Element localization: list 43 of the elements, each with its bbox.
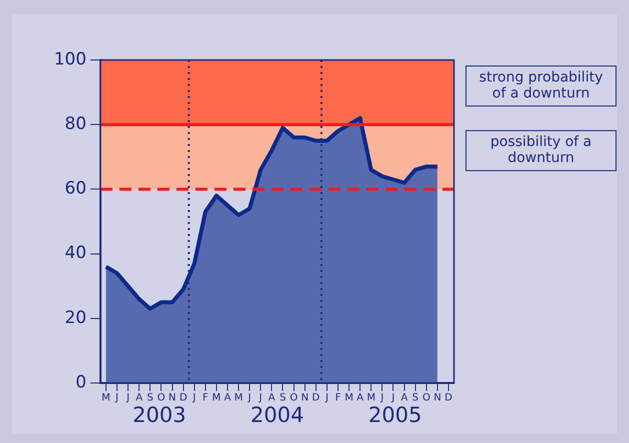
- x-tick-label: S: [146, 392, 154, 404]
- text: 2005: [368, 403, 422, 427]
- x-tick-label: D: [444, 392, 453, 404]
- x-tick-label: O: [290, 392, 298, 404]
- text: 2003: [132, 403, 186, 427]
- x-tick-label: S: [412, 392, 419, 404]
- x-tick-label: A: [136, 392, 143, 404]
- x-tick-label: S: [280, 392, 286, 404]
- y-tick-label: 100: [54, 49, 86, 70]
- y-tick-label: 40: [64, 243, 86, 264]
- x-tick-label: M: [234, 392, 243, 404]
- x-tick-label: A: [356, 392, 364, 404]
- x-tick-label: M: [212, 392, 221, 404]
- x-tick-label: J: [390, 392, 395, 404]
- x-tick-label: J: [192, 392, 196, 404]
- x-tick-label: M: [366, 392, 376, 404]
- x-tick-label: O: [422, 392, 430, 404]
- x-tick-label: M: [344, 392, 354, 404]
- x-tick-label: F: [202, 392, 209, 404]
- x-tick-label: N: [301, 392, 309, 404]
- x-tick-label: A: [268, 392, 276, 404]
- text: 2004: [250, 403, 304, 427]
- x-tick-label: M: [102, 392, 110, 404]
- x-tick-label: J: [247, 392, 252, 404]
- band-label: strong probability of a downturn: [479, 70, 603, 102]
- x-tick-label: J: [258, 392, 262, 404]
- x-tick-label: D: [179, 392, 188, 404]
- x-tick-label: A: [400, 392, 408, 404]
- y-tick-label: 60: [64, 178, 86, 199]
- y-tick-label: 20: [64, 308, 86, 328]
- x-tick-label: N: [168, 392, 176, 404]
- band-label: possibility of a downturn: [490, 134, 592, 166]
- x-tick-label: F: [335, 392, 342, 404]
- y-tick-label: 80: [64, 114, 86, 134]
- x-tick-label: D: [312, 392, 320, 404]
- x-tick-label: J: [380, 392, 384, 404]
- x-tick-label: J: [126, 392, 130, 404]
- x-tick-label: A: [224, 392, 232, 404]
- x-tick-label: J: [324, 392, 328, 404]
- x-tick-label: N: [434, 392, 442, 404]
- x-tick-label: J: [114, 392, 118, 404]
- y-tick-label: 0: [76, 372, 86, 392]
- x-tick-label: O: [157, 392, 166, 404]
